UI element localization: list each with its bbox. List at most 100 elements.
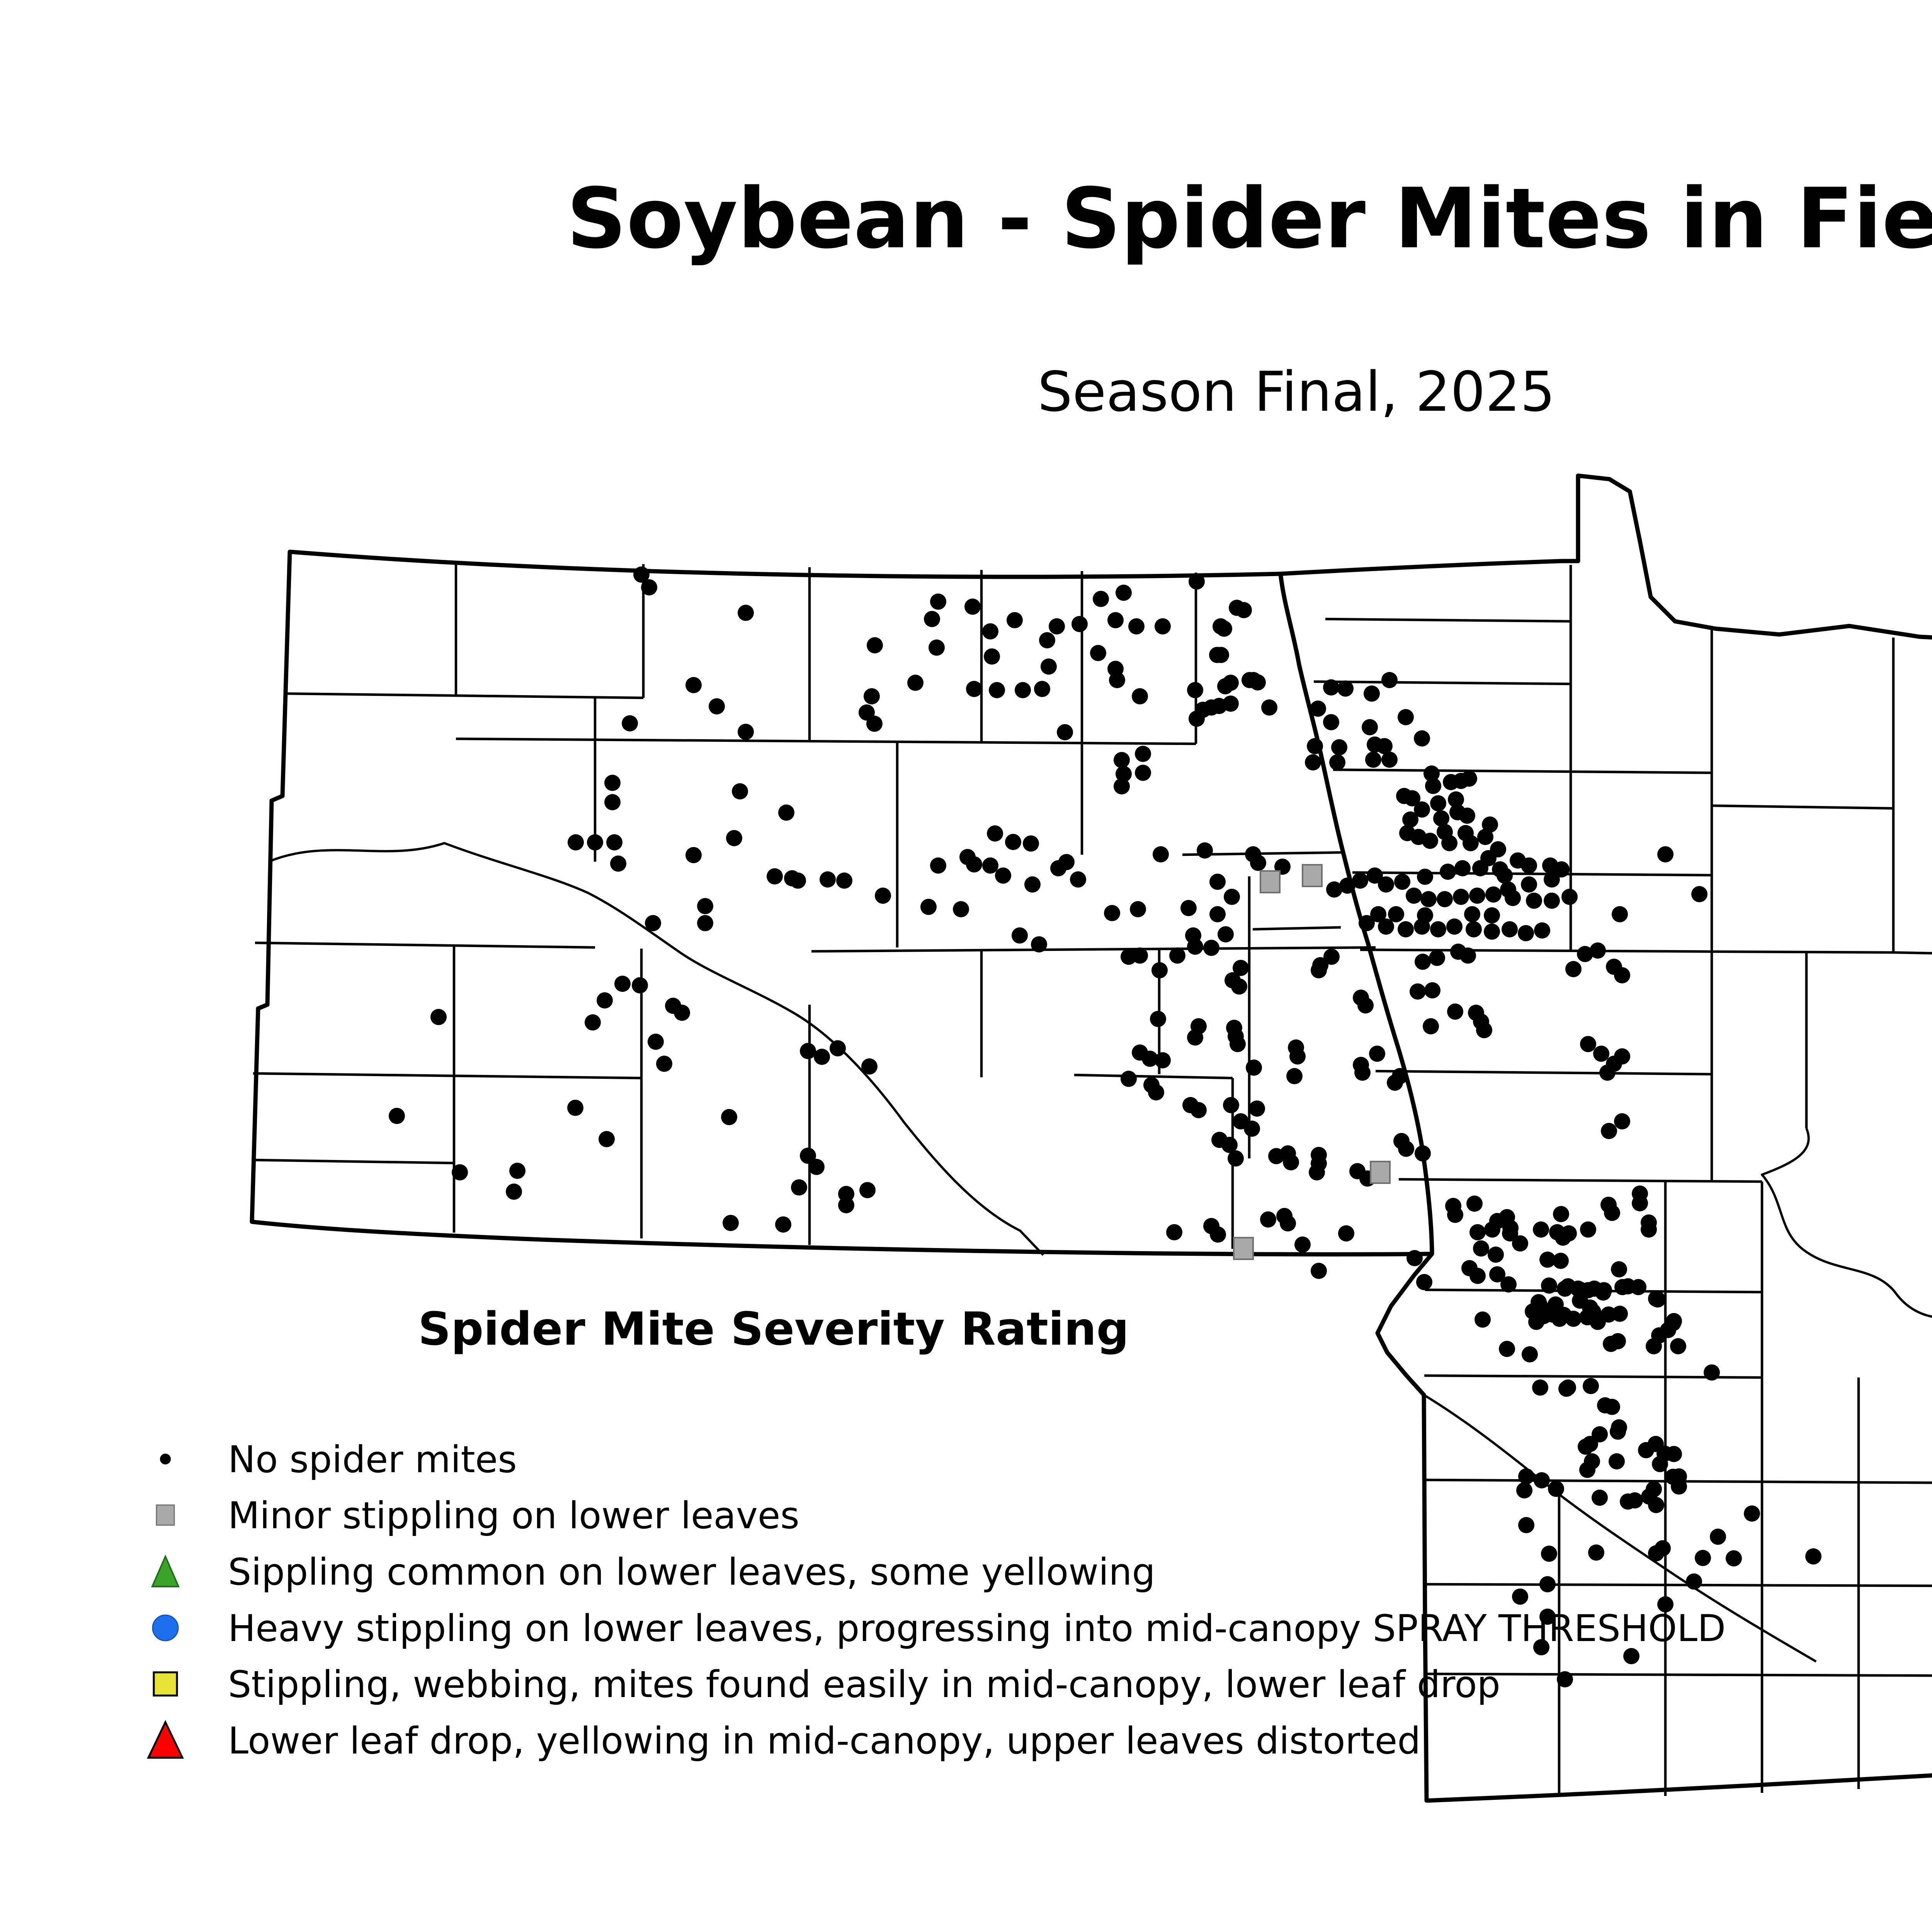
map-point (697, 898, 713, 914)
map-point (1414, 801, 1430, 818)
map-point (1155, 1052, 1171, 1068)
legend-item: Lower leaf drop, yellowing in mid-canopy… (147, 1720, 1421, 1762)
map-point (1620, 1278, 1636, 1294)
map-point (1475, 1311, 1491, 1328)
map-point (568, 834, 584, 850)
map-point (1584, 1453, 1600, 1469)
map-point (1128, 618, 1145, 634)
map-point (1155, 618, 1171, 634)
map-point (1592, 1490, 1608, 1506)
map-point (1596, 1282, 1612, 1298)
map-point (859, 1182, 876, 1198)
map-point (1533, 1639, 1549, 1655)
mississippi-headwaters (1761, 1128, 1932, 1318)
map-point (995, 867, 1011, 884)
map-point (767, 868, 783, 884)
map-point (1423, 765, 1440, 782)
map-point (966, 856, 982, 872)
map-point (1502, 921, 1518, 937)
map-point (1166, 1224, 1182, 1240)
map-point (674, 1005, 690, 1021)
map-point (1331, 739, 1347, 755)
map-point (1057, 724, 1073, 740)
map-point (1307, 738, 1323, 754)
map-point (1440, 864, 1456, 880)
map-point (1039, 632, 1055, 648)
map-point (685, 847, 702, 863)
map-point (1534, 1472, 1550, 1488)
map-point (1557, 1671, 1573, 1687)
map-point (1588, 1544, 1604, 1561)
map-point (1114, 752, 1130, 768)
map-point (1338, 1225, 1354, 1242)
map-point (1466, 1196, 1483, 1212)
map-point (1311, 962, 1327, 978)
map-point (1031, 936, 1047, 952)
map-point (800, 1148, 816, 1164)
map-point (1398, 1141, 1414, 1157)
map-point (1231, 978, 1247, 995)
map-point (1472, 860, 1488, 876)
map-point (1211, 698, 1227, 714)
map-point (1381, 752, 1398, 768)
map-point (1209, 906, 1226, 922)
map-point (1228, 1150, 1244, 1167)
legend-item: Sippling common on lower leaves, some ye… (151, 1551, 1155, 1594)
map-point (1695, 1550, 1711, 1566)
map-point (1280, 1215, 1296, 1231)
map-point (1590, 942, 1606, 959)
map-point (1286, 1068, 1303, 1084)
map-point (1453, 773, 1469, 789)
map-point (1041, 658, 1057, 675)
chart-title: Soybean - Spider Mites in Field (566, 170, 1932, 267)
map-point (1015, 682, 1031, 698)
map-point (1671, 1478, 1687, 1495)
map-point (1050, 860, 1066, 876)
map-point (1582, 1436, 1598, 1452)
map-point (632, 977, 648, 993)
map-point (866, 716, 883, 732)
map-point (1655, 1540, 1671, 1556)
map-point (1512, 1588, 1528, 1605)
map-point (966, 681, 982, 697)
map-point (1534, 922, 1550, 939)
map-point (1561, 889, 1578, 905)
map-point (1209, 647, 1225, 663)
map-point (1518, 1517, 1534, 1533)
map-square-marker (1370, 1161, 1391, 1184)
map-point (1666, 1446, 1682, 1462)
map-point (1218, 926, 1234, 942)
map-point (1305, 754, 1321, 770)
map-point (1580, 1221, 1596, 1238)
map-point (1660, 1322, 1676, 1338)
map-point (1505, 890, 1521, 906)
map-point (1670, 1338, 1686, 1354)
map-point (836, 872, 852, 889)
map-square-marker (1233, 1237, 1254, 1260)
map-point (1518, 1468, 1534, 1485)
map-point (1388, 906, 1404, 922)
map-point (1485, 886, 1502, 903)
map-square-marker (1260, 870, 1281, 893)
map-point (1447, 1003, 1463, 1020)
map-point (1623, 1648, 1639, 1664)
map-point (1453, 889, 1469, 905)
map-point (1071, 616, 1088, 632)
map-point (1556, 1307, 1572, 1323)
map-point (1469, 888, 1485, 904)
map-point (1614, 1113, 1630, 1129)
map-point (1477, 829, 1493, 845)
map-point (1352, 872, 1368, 889)
legend-item: Heavy stippling on lower leaves, progres… (152, 1607, 1726, 1650)
map-point (1726, 1550, 1742, 1566)
map-point (1414, 730, 1430, 747)
map-point (1023, 835, 1039, 852)
map-point (1553, 1253, 1569, 1269)
map-point (1311, 1263, 1327, 1279)
map-point (1497, 867, 1513, 884)
map-point (599, 1131, 615, 1147)
map-point (1310, 701, 1326, 717)
map-point (1203, 940, 1219, 956)
